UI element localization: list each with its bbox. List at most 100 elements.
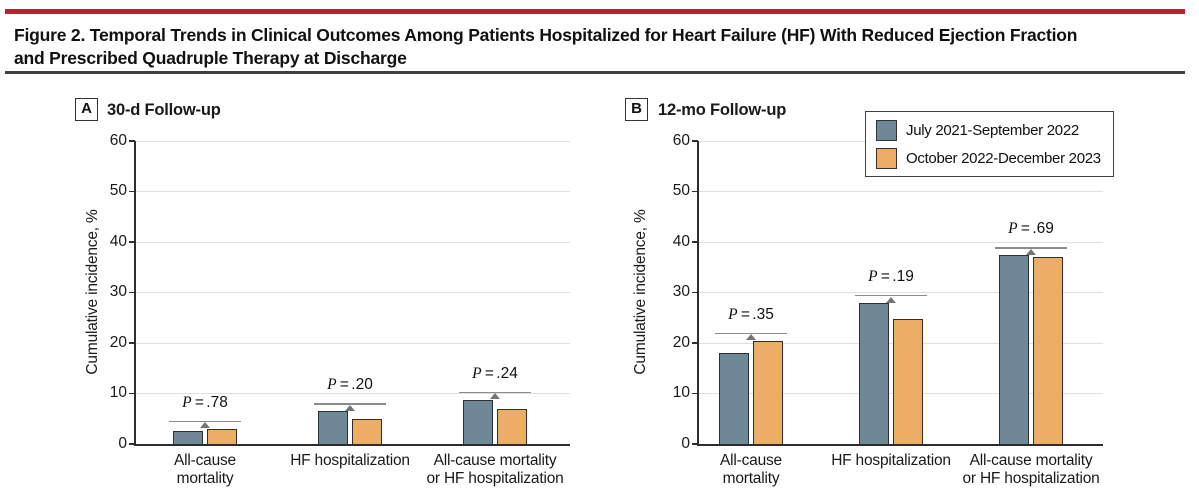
panel-b-y-tick-label: 10 xyxy=(672,384,690,401)
panel-a-gridline-40 xyxy=(135,241,570,243)
panel-a-p-bracket-arrow-icon xyxy=(345,404,355,411)
panel-a-y-tick-label: 60 xyxy=(109,131,127,149)
panel-a-gridline-20 xyxy=(135,342,570,344)
panel-b-y-tick-label: 40 xyxy=(672,232,690,250)
p-label-italic: P xyxy=(728,305,738,323)
p-label-italic: P xyxy=(868,268,878,286)
panel-a-x-category-label-cat2: All-cause mortality or HF hospitalizatio… xyxy=(426,452,564,487)
panel-b-x-category-label-cat0: All-cause mortality xyxy=(720,452,782,487)
panel-b-bar-cat2-series1 xyxy=(1033,257,1063,444)
panel-a-p-bracket-line-cat1 xyxy=(314,403,386,405)
panel-a-y-tick xyxy=(129,241,135,243)
panel-a-x-category-label-cat1: HF hospitalization xyxy=(290,452,410,469)
panel-b-y-tick xyxy=(692,342,698,344)
legend-label-period-1: July 2021-September 2022 xyxy=(906,121,1079,139)
legend: July 2021-September 2022 October 2022-De… xyxy=(865,111,1114,177)
panel-a-p-bracket-line-cat0 xyxy=(169,420,241,423)
panel-b-p-bracket-line-cat1 xyxy=(855,295,927,297)
panel-b-y-tick-label: 0 xyxy=(681,434,690,452)
legend-item-period-1: July 2021-September 2022 xyxy=(876,119,1101,141)
panel-a-letter-box: A xyxy=(75,98,98,121)
panel-b-y-tick-label: 60 xyxy=(672,131,690,149)
panel-a-gridline-50 xyxy=(135,191,570,192)
panel-a-bar-cat2-series1 xyxy=(497,408,527,444)
panel-a-gridline-60 xyxy=(135,140,570,142)
panel-b-bar-cat0-series0 xyxy=(719,353,749,444)
panel-a-p-value-cat2: P = .24 xyxy=(472,365,518,383)
panel-b-bar-cat1-series1 xyxy=(893,318,923,444)
figure-title: Figure 2. Temporal Trends in Clinical Ou… xyxy=(14,24,1174,70)
panel-a-bar-cat0-series1 xyxy=(207,428,237,444)
panel-b-title: 12-mo Follow-up xyxy=(658,101,787,119)
panel-a-y-tick xyxy=(129,291,135,294)
panel-b-p-bracket-line-cat2 xyxy=(995,247,1067,249)
panel-b-p-bracket-arrow-icon xyxy=(746,334,756,341)
panel-b-y-tick xyxy=(692,291,698,294)
panel-a-y-axis-line xyxy=(134,141,136,444)
panel-b-bar-cat1-series0 xyxy=(859,303,889,444)
panel-b-letter-box: B xyxy=(625,98,648,121)
panel-a-bar-cat2-series0 xyxy=(463,400,493,444)
legend-label-period-2: October 2022-December 2023 xyxy=(906,149,1101,167)
p-label-italic: P xyxy=(472,365,482,383)
legend-swatch-blue xyxy=(876,119,897,141)
legend-swatch-orange xyxy=(876,147,897,169)
panel-b-x-axis-line xyxy=(697,444,1103,446)
panel-a-y-tick-label: 0 xyxy=(118,434,127,452)
panel-a-bar-cat0-series0 xyxy=(173,431,203,444)
figure-title-line2: and Prescribed Quadruple Therapy at Disc… xyxy=(14,48,407,68)
panel-a-letter: A xyxy=(81,100,92,117)
panel-a-y-tick-label: 10 xyxy=(109,384,127,401)
panel-b-letter: B xyxy=(631,100,642,117)
panel-a-gridline-30 xyxy=(135,292,570,293)
panel-a-p-bracket-arrow-icon xyxy=(490,393,500,400)
panel-b-bar-cat2-series0 xyxy=(999,255,1029,444)
p-label-italic: P xyxy=(1008,220,1018,238)
panel-a-x-category-label-cat0: All-cause mortality xyxy=(174,452,236,487)
panel-a-y-tick-label: 20 xyxy=(109,333,127,351)
panel-b-x-category-label-cat2: All-cause mortality or HF hospitalizatio… xyxy=(962,452,1100,487)
panel-b-y-tick xyxy=(692,140,698,142)
legend-item-period-2: October 2022-December 2023 xyxy=(876,147,1101,169)
panel-a-y-tick xyxy=(129,342,135,344)
panel-b-y-tick xyxy=(692,190,698,193)
panel-a-p-value-cat1: P = .20 xyxy=(327,376,373,394)
panel-b-p-value-cat2: P = .69 xyxy=(1008,220,1054,238)
panel-b-p-bracket-arrow-icon xyxy=(886,296,896,303)
panel-b-x-category-label-cat1: HF hospitalization xyxy=(831,452,951,469)
p-label-italic: P xyxy=(327,376,337,394)
panel-b-gridline-30 xyxy=(698,292,1103,293)
title-divider-rule xyxy=(5,71,1185,74)
panel-b-p-bracket-arrow-icon xyxy=(1026,248,1036,255)
panel-a-y-tick xyxy=(129,443,135,445)
panel-b-y-axis-line xyxy=(697,141,699,444)
panel-a-y-tick-label: 40 xyxy=(109,232,127,250)
panel-a-p-bracket-line-cat2 xyxy=(459,392,531,394)
panel-a-p-value-cat0: P = .78 xyxy=(182,393,228,411)
panel-b-p-bracket-line-cat0 xyxy=(715,332,787,335)
panel-b-gridline-50 xyxy=(698,191,1103,192)
panel-a-bar-cat1-series1 xyxy=(352,419,382,444)
panel-a-bar-cat1-series0 xyxy=(318,411,348,444)
panel-a-y-tick xyxy=(129,392,135,395)
panel-b-y-tick-label: 50 xyxy=(672,182,690,199)
panel-b-y-tick xyxy=(692,443,698,445)
panel-b-y-tick-label: 20 xyxy=(672,333,690,351)
panel-b-y-tick xyxy=(692,392,698,395)
panel-b-bar-cat0-series1 xyxy=(753,340,783,444)
panel-b-y-tick-label: 30 xyxy=(672,283,690,300)
panel-a-gridline-10 xyxy=(135,393,570,394)
panel-b-p-value-cat1: P = .19 xyxy=(868,268,914,286)
panel-a-y-tick xyxy=(129,140,135,142)
figure-title-line1: Figure 2. Temporal Trends in Clinical Ou… xyxy=(14,25,1078,45)
panel-a-title: 30-d Follow-up xyxy=(107,101,221,119)
panel-b-p-value-cat0: P = .35 xyxy=(728,305,774,323)
top-red-rule xyxy=(5,9,1185,14)
p-label-italic: P xyxy=(182,393,192,411)
panel-a-y-tick-label: 30 xyxy=(109,283,127,300)
panel-a-x-axis-line xyxy=(134,444,570,446)
panel-a-p-bracket-arrow-icon xyxy=(200,422,210,429)
